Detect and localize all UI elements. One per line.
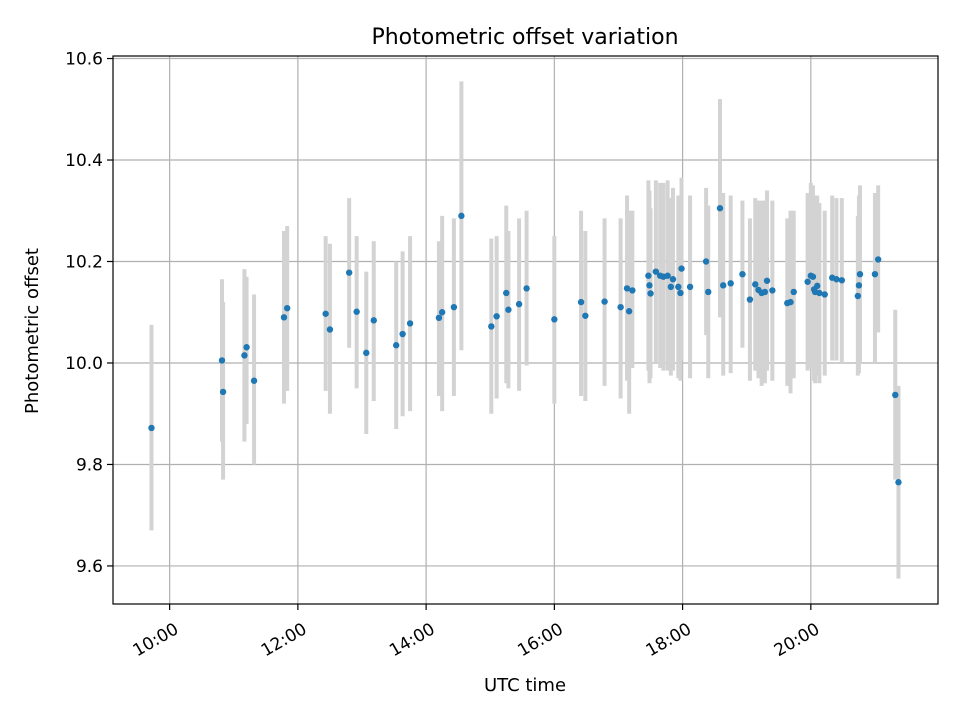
y-tick-label: 10.4 (65, 151, 103, 171)
data-point (493, 313, 500, 320)
data-point (353, 308, 360, 315)
data-point (669, 276, 677, 283)
y-tick-label: 10.2 (65, 253, 103, 273)
data-point (809, 273, 817, 280)
y-tick-label: 9.6 (76, 557, 103, 577)
data-point (438, 309, 446, 316)
data-point (392, 342, 400, 349)
data-point (219, 388, 227, 396)
data-point (370, 317, 377, 324)
data-point (678, 265, 685, 272)
data-point (218, 357, 226, 364)
data-point (623, 285, 631, 292)
data-point (816, 289, 823, 297)
y-tick-label: 10.0 (65, 354, 103, 374)
data-point (645, 272, 652, 279)
data-point (677, 289, 684, 297)
data-point (702, 258, 710, 265)
data-point (450, 303, 458, 311)
data-point (458, 212, 465, 220)
data-point (821, 291, 828, 298)
data-point (686, 283, 694, 291)
data-point (250, 377, 258, 384)
data-point (752, 281, 759, 288)
data-point (523, 285, 530, 292)
data-point (667, 283, 675, 291)
data-point (625, 308, 633, 315)
data-point (280, 314, 288, 321)
data-point (895, 479, 902, 486)
data-point (345, 269, 353, 276)
data-point (577, 298, 585, 306)
data-point (283, 304, 291, 312)
x-tick-label: 14:00 (386, 619, 438, 661)
data-point (515, 300, 523, 308)
data-point (892, 391, 899, 399)
data-point (727, 280, 734, 287)
data-point (505, 306, 512, 313)
data-point (435, 314, 443, 322)
error-bars (149, 81, 901, 579)
data-point (406, 320, 414, 327)
data-point (322, 310, 329, 317)
x-tick-label: 16:00 (514, 619, 566, 661)
data-point (652, 268, 660, 275)
data-point (363, 349, 370, 357)
data-point (871, 270, 879, 278)
data-point (763, 277, 771, 284)
data-point (874, 256, 882, 263)
data-point (833, 276, 840, 283)
data-point (804, 278, 811, 285)
data-point (551, 316, 558, 323)
x-tick-label: 20:00 (771, 619, 823, 661)
data-point (241, 352, 248, 359)
data-point (814, 282, 821, 290)
data-point (617, 303, 624, 311)
data-point (399, 330, 406, 338)
data-point (739, 270, 746, 278)
x-tick-label: 10:00 (130, 619, 182, 661)
data-points (148, 205, 902, 486)
data-point (243, 344, 250, 351)
data-point (664, 272, 671, 279)
data-point (601, 298, 608, 305)
data-point (582, 312, 589, 319)
data-point (629, 287, 636, 294)
data-point (148, 424, 155, 432)
chart-title: Photometric offset variation (371, 25, 678, 50)
plot-frame (112, 55, 939, 605)
data-point (790, 288, 797, 296)
data-point (855, 282, 863, 289)
data-point (787, 298, 794, 306)
x-tick-label: 18:00 (643, 619, 695, 661)
data-point (647, 290, 654, 297)
data-point (646, 282, 653, 289)
data-point (675, 283, 682, 291)
x-tick-label: 12:00 (258, 619, 310, 661)
y-tick-label: 10.6 (65, 50, 103, 70)
data-point (761, 288, 769, 296)
y-tick-label: 9.8 (76, 455, 103, 475)
x-axis-label: UTC time (484, 675, 566, 696)
data-point (856, 270, 864, 278)
data-point (705, 288, 712, 296)
data-point (838, 277, 846, 284)
data-point (769, 287, 776, 294)
data-point (854, 292, 862, 300)
data-point (326, 326, 334, 333)
data-point (503, 289, 510, 297)
y-axis-label: Photometric offset (22, 248, 43, 414)
data-point (716, 205, 724, 212)
data-point (488, 323, 495, 330)
data-point (720, 282, 727, 289)
data-point (746, 296, 754, 303)
